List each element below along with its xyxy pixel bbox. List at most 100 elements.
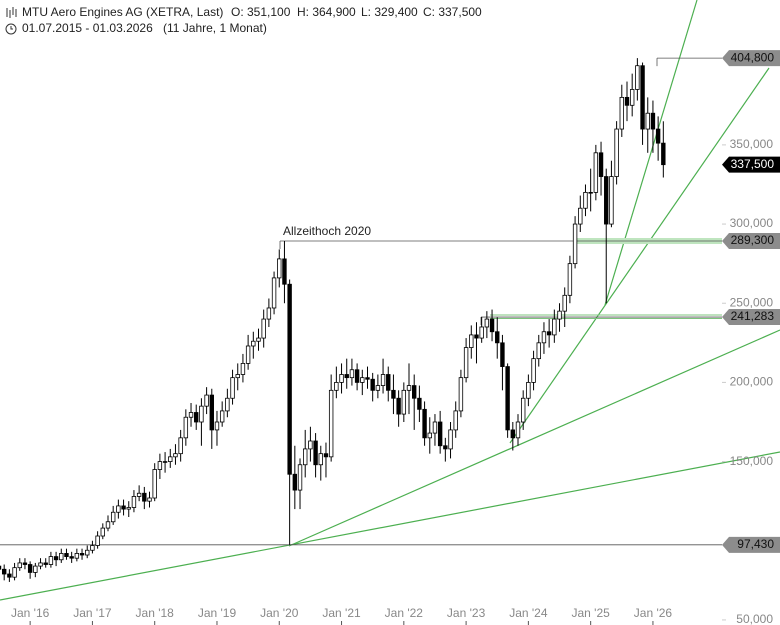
candle-body [541,331,547,344]
candle-body [572,223,578,265]
candle-body [131,496,137,508]
candle-body [266,307,272,320]
candle-body [199,405,204,423]
candle-body [598,152,604,177]
candle-body [583,191,588,209]
candle-body [567,263,573,296]
x-tick-label: Jan '26 [634,606,673,620]
candle-body [22,562,28,565]
candle-body [69,556,74,559]
candle-body [48,556,54,565]
candle-body [313,440,318,466]
candle-body [287,283,292,475]
candle-body [230,377,235,399]
candle-body [188,412,194,418]
candle-body [578,207,583,225]
candle-body [365,377,370,380]
candle-body [95,535,100,546]
x-tick-label: Jan '22 [385,606,424,620]
candle-body [38,562,43,567]
duration: (11 Jahre, 1 Monat) [163,21,267,35]
candle-body [308,440,313,450]
price-label-bg [722,536,780,553]
candle-body [406,385,412,391]
candle-body [609,176,614,225]
x-tick-label: Jan '16 [11,606,50,620]
candle-body [489,318,495,333]
candle-body [437,421,443,447]
candle-body [85,549,90,556]
price-label: 337,500 [731,157,775,171]
price-label-bg [722,50,780,67]
candle-body [334,382,339,391]
candle-body [411,385,417,399]
candle-body [629,89,635,106]
candle-body [339,374,344,383]
candle-body [463,347,469,379]
candle-body [375,385,381,391]
candle-body [183,416,189,439]
candle-body [417,397,422,410]
candle-body [74,553,80,559]
candle-body [344,374,349,379]
candle-body [59,553,64,561]
candle-body [443,445,448,450]
candle-body [650,112,656,130]
ohlc-close: C: 337,500 [423,5,482,19]
candle-body [655,128,661,144]
candle-body [432,421,438,434]
candle-body [422,408,427,439]
candle-body [33,565,38,573]
candle-body [479,326,484,339]
candle-body [251,340,256,347]
candle-body [619,96,624,130]
candles [0,58,666,582]
price-label: 97,430 [737,537,774,551]
candle-body [110,511,116,523]
price-label-bg [722,233,780,250]
candle-body [635,65,640,90]
candle-body [593,152,599,193]
candle-body [588,191,593,194]
candle-body [484,318,490,328]
candle-body [645,112,650,130]
y-tick-label: 200,000 [730,375,774,389]
candle-body [401,389,407,415]
trend-lines [0,0,780,601]
candle-body [245,345,251,364]
price-label: 289,300 [731,233,775,247]
candle-body [152,469,157,499]
candle-body [536,342,541,360]
candle-body [105,521,111,529]
x-tick-label: Jan '24 [509,606,548,620]
candle-body [510,429,516,439]
candle-body [214,421,220,431]
candle-body [562,294,567,312]
candle-body [7,573,12,578]
y-tick-label: 250,000 [730,295,774,309]
clock-icon [5,23,17,35]
y-tick-label: 300,000 [730,216,774,230]
y-tick-label: 50,000 [736,612,773,625]
candle-body [27,564,33,573]
x-tick-label: Jan '18 [136,606,175,620]
candle-body [64,553,69,557]
candle-body [469,334,474,348]
candle-body [505,366,510,431]
candle-body [531,358,536,383]
candle-body [53,556,59,561]
candle-body [526,382,531,399]
candle-body [427,432,432,439]
candle-body [17,562,22,569]
candle-body [79,553,85,556]
y-tick-label: 350,000 [730,137,774,151]
candle-body [624,96,630,106]
candle-body [121,505,126,510]
candle-body [453,410,458,431]
candle-body [256,337,261,342]
date-range: 01.07.2015 - 01.03.2026 [22,21,153,35]
candle-body [396,397,401,415]
candle-body [147,497,152,502]
candle-body [219,410,225,423]
